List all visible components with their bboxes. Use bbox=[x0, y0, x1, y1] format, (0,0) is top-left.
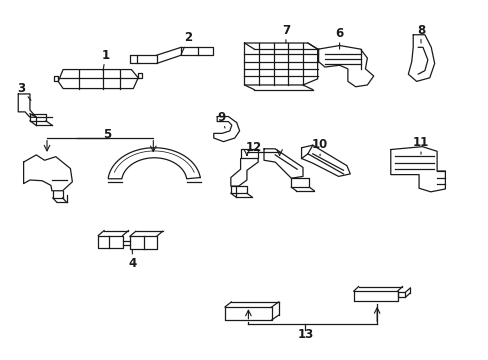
Text: 5: 5 bbox=[102, 127, 111, 141]
Text: 9: 9 bbox=[217, 111, 225, 128]
Text: 2: 2 bbox=[181, 31, 192, 54]
Text: 6: 6 bbox=[335, 27, 343, 49]
Text: 12: 12 bbox=[245, 141, 262, 154]
Text: 4: 4 bbox=[128, 250, 136, 270]
Text: 1: 1 bbox=[102, 49, 109, 71]
Text: 3: 3 bbox=[17, 82, 31, 100]
Text: 11: 11 bbox=[412, 136, 428, 154]
Text: 7: 7 bbox=[281, 24, 289, 43]
Text: 13: 13 bbox=[297, 328, 313, 341]
Text: 10: 10 bbox=[311, 138, 327, 156]
Text: 8: 8 bbox=[416, 24, 424, 43]
